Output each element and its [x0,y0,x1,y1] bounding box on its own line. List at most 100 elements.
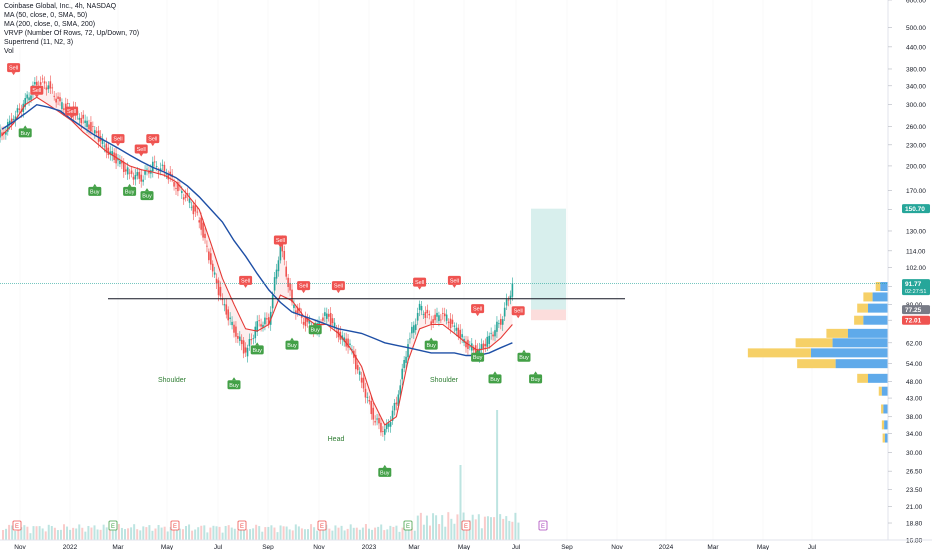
candle-body [331,318,334,324]
volume-bar [185,526,187,540]
earnings-label: E [406,524,410,530]
volume-bar [316,530,319,540]
candle-body [173,182,175,187]
candle-body [51,87,54,89]
volume-bar [11,525,14,540]
price-tag-bg [902,279,930,296]
candle-body [494,330,496,337]
buy-signal: Buy [471,349,485,362]
candle-body [500,319,502,325]
x-tick-label: May [161,544,174,550]
y-tick-label: 21.00 [906,504,923,511]
sell-signal: Sell [7,63,21,76]
volume-bar [377,526,380,540]
candle-body [26,94,28,99]
volume-bar [444,526,447,540]
candle-body [161,164,164,166]
candle-body [407,344,409,358]
candle-body [55,98,57,103]
candle-body [264,317,266,325]
y-tick-label: 18.80 [906,521,923,528]
candle-body [268,317,270,325]
volume-bar [239,525,242,540]
volume-bar [331,530,334,540]
vrvp-legend[interactable]: VRVP (Number Of Rows, 72, Up/Down, 70) [4,30,140,37]
vol-legend[interactable]: Vol [4,48,14,55]
long-position-tool[interactable] [531,208,566,321]
vrvp-down-bar [832,338,888,348]
signal-label: Buy [142,194,152,200]
signal-box [447,275,461,285]
ma50-legend[interactable]: MA (50, close, 0, SMA, 50) [4,12,88,19]
candle-body [480,344,483,350]
earnings-box [538,520,548,531]
candle-body [362,377,365,389]
candle-body [442,313,444,314]
volume-bar [404,524,407,540]
signal-label: Buy [287,343,297,349]
candle-body [219,286,222,297]
candle-body [111,151,113,156]
candle-body [492,334,494,337]
volume-bar [38,526,41,540]
candle-body [215,278,218,284]
volume-bar [337,527,340,540]
candle-body [374,421,376,423]
volume-bar [197,527,200,540]
ma200-legend[interactable]: MA (200, close, 0, SMA, 200) [4,21,96,28]
candle-body [181,191,183,193]
candle-body [196,211,199,213]
supertrend-legend[interactable]: Supertrend (11, N2, 3) [4,39,74,46]
vrvp-down-bar [884,420,888,430]
price-tag-label: 91.77 [905,281,922,288]
x-tick-label: Nov [14,544,26,550]
signal-pointer [150,143,155,147]
candle-body [486,336,489,347]
vrvp-up-bar [747,348,811,358]
candle-body [289,282,291,291]
signal-pointer [145,188,149,192]
signal-box [488,374,502,384]
vrvp-down-bar [811,348,888,358]
volume-bar [456,514,459,540]
volume-bar [59,529,62,540]
earnings-box [12,520,22,531]
signal-box [413,277,427,287]
y-tick-label: 54.00 [906,361,923,368]
signal-box [123,186,137,196]
volume-bar [169,526,172,540]
candle-body [277,260,280,272]
x-tick-label: Mar [112,544,124,550]
time-axis[interactable]: Nov 2022 Mar May Jul Sep Nov 2023 Mar May Jul Sep No… [14,544,816,550]
signal-box [471,352,485,362]
candle-body [306,317,309,322]
candle-body [326,313,328,319]
earnings-marker: E [12,520,22,531]
candle-body [420,305,423,311]
buy-signal: Buy [285,337,299,350]
price-tag: 77.25 [902,305,930,315]
candle-body [484,344,487,347]
candle-body [117,158,119,161]
candle-body [115,153,117,164]
symbol-title[interactable]: Coinbase Global, Inc., 4h, NASDAQ [4,3,117,10]
signal-label: Buy [252,348,262,354]
candle-body [57,96,59,99]
volume-bar [32,526,35,540]
signal-label: Sell [473,307,482,313]
ma50-line [1,96,513,426]
volume-bar [203,525,206,540]
signal-box [7,63,21,73]
candle-body [298,307,301,311]
candle-body [271,294,274,309]
volume-bar [108,526,111,540]
volume-bar [56,530,59,540]
volume-bar [279,525,282,540]
pattern-annotations: Shoulder Head Shoulder [158,377,459,443]
signal-label: Sell [241,278,250,284]
candle-body [449,318,452,329]
candle-body [443,313,446,317]
y-tick-label: 500.00 [906,25,926,32]
price-tag-label: 72.01 [905,317,922,324]
